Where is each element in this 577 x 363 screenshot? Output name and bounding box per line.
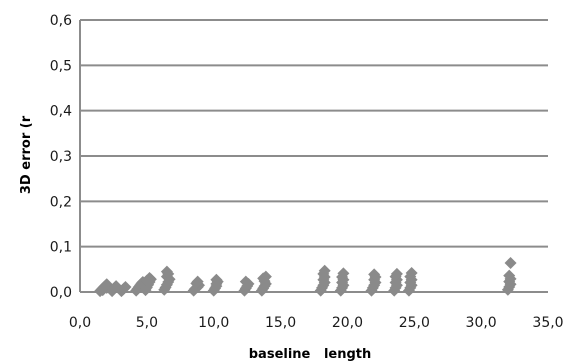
y-tick-label: 0,2 bbox=[50, 194, 72, 210]
data-point bbox=[259, 270, 272, 283]
y-axis-tick-labels: 0,0 0,1 0,2 0,3 0,4 0,5 0,6 bbox=[50, 13, 72, 301]
y-tick-label: 0,0 bbox=[50, 285, 72, 301]
data-points bbox=[94, 256, 517, 298]
y-tick-label: 0,6 bbox=[50, 13, 72, 29]
data-point bbox=[318, 264, 331, 277]
x-tick-label: 15,0 bbox=[265, 315, 296, 331]
y-tick-label: 0,4 bbox=[50, 104, 72, 120]
data-point bbox=[503, 269, 516, 282]
data-point bbox=[504, 256, 517, 269]
data-point bbox=[119, 281, 132, 294]
x-tick-label: 10,0 bbox=[198, 315, 229, 331]
data-point bbox=[210, 273, 223, 286]
x-tick-label: 0,0 bbox=[69, 315, 91, 331]
data-point bbox=[143, 271, 156, 284]
data-point bbox=[239, 275, 252, 288]
y-axis-title: 3D error (r bbox=[19, 115, 34, 194]
data-point bbox=[405, 266, 418, 279]
x-tick-label: 30,0 bbox=[466, 315, 497, 331]
x-tick-label: 5,0 bbox=[136, 315, 158, 331]
x-axis-title: baseline length bbox=[249, 347, 372, 362]
x-tick-label: 20,0 bbox=[332, 315, 363, 331]
y-tick-label: 0,3 bbox=[50, 149, 72, 165]
x-axis-tick-labels: 0,0 5,0 10,0 15,0 20,0 25,0 30,0 35,0 bbox=[69, 315, 564, 331]
x-tick-label: 25,0 bbox=[399, 315, 430, 331]
data-point bbox=[390, 267, 403, 280]
data-point bbox=[337, 267, 350, 280]
x-tick-label: 35,0 bbox=[532, 315, 563, 331]
data-point bbox=[191, 275, 204, 288]
y-tick-label: 0,5 bbox=[50, 58, 72, 74]
y-tick-label: 0,1 bbox=[50, 240, 72, 256]
gridlines bbox=[79, 19, 548, 293]
data-point bbox=[368, 268, 381, 281]
data-point bbox=[160, 265, 173, 278]
